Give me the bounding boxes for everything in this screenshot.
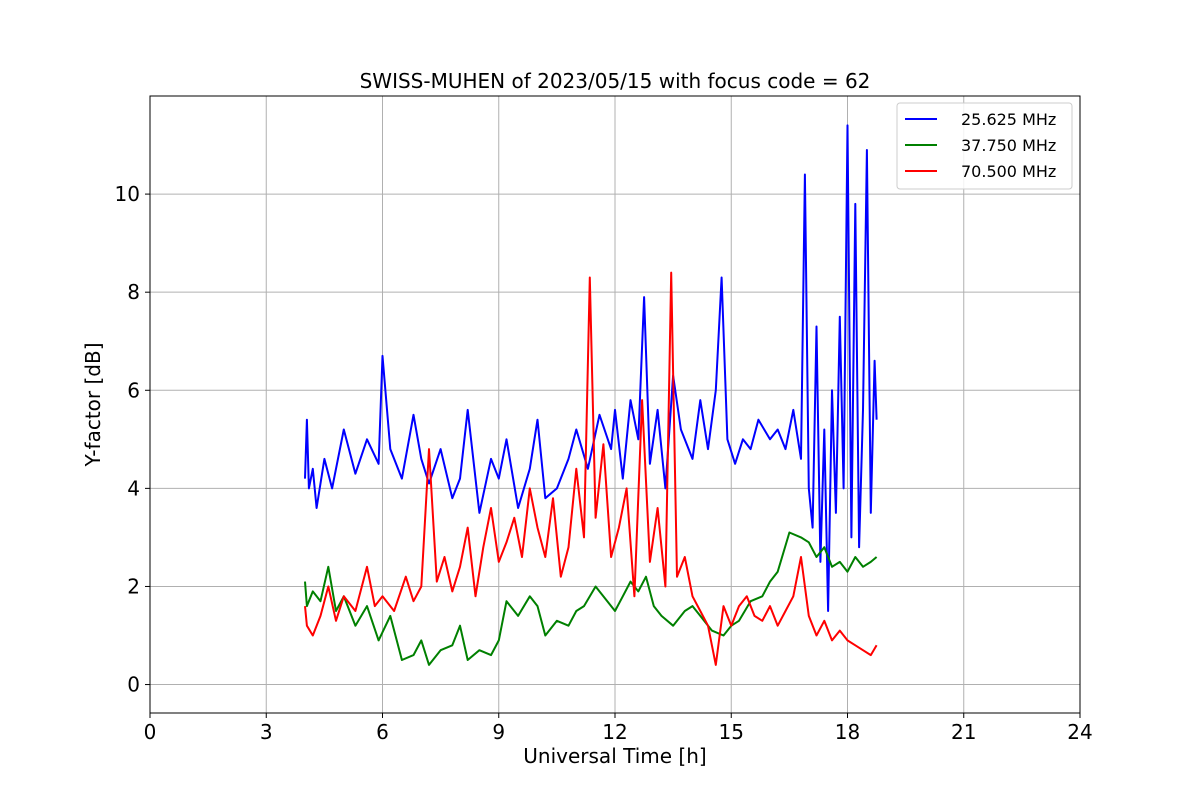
y-tick-label: 10	[115, 182, 140, 206]
series-line-2	[304, 531, 878, 666]
y-axis-ticks: 0 2 4 6 8 10	[115, 182, 150, 697]
x-tick-label: 15	[719, 720, 744, 744]
series-line-1	[304, 124, 878, 612]
x-axis-label: Universal Time [h]	[523, 744, 706, 768]
legend-entry: 70.500 MHz	[961, 162, 1056, 181]
x-tick-label: 18	[835, 720, 860, 744]
series-line-3	[304, 271, 878, 666]
series-layer	[304, 124, 878, 666]
chart-title: SWISS-MUHEN of 2023/05/15 with focus cod…	[360, 69, 871, 93]
legend: 25.625 MHz 37.750 MHz 70.500 MHz	[896, 102, 1073, 190]
y-tick-label: 4	[127, 476, 140, 500]
y-axis-label: Y-factor [dB]	[81, 342, 105, 467]
x-tick-label: 0	[144, 720, 157, 744]
x-tick-label: 3	[260, 720, 273, 744]
x-tick-label: 9	[492, 720, 505, 744]
y-tick-label: 0	[127, 673, 140, 697]
x-axis-ticks: 0 3 6 9 12 15 18 21 24	[144, 713, 1093, 744]
legend-entry: 37.750 MHz	[961, 136, 1056, 155]
y-tick-label: 8	[127, 280, 140, 304]
y-tick-label: 6	[127, 378, 140, 402]
x-tick-label: 6	[376, 720, 389, 744]
x-tick-label: 12	[602, 720, 627, 744]
y-tick-label: 2	[127, 574, 140, 598]
x-tick-label: 24	[1067, 720, 1092, 744]
legend-entry: 25.625 MHz	[961, 110, 1056, 129]
legend-box	[896, 102, 1073, 190]
x-tick-label: 21	[951, 720, 976, 744]
